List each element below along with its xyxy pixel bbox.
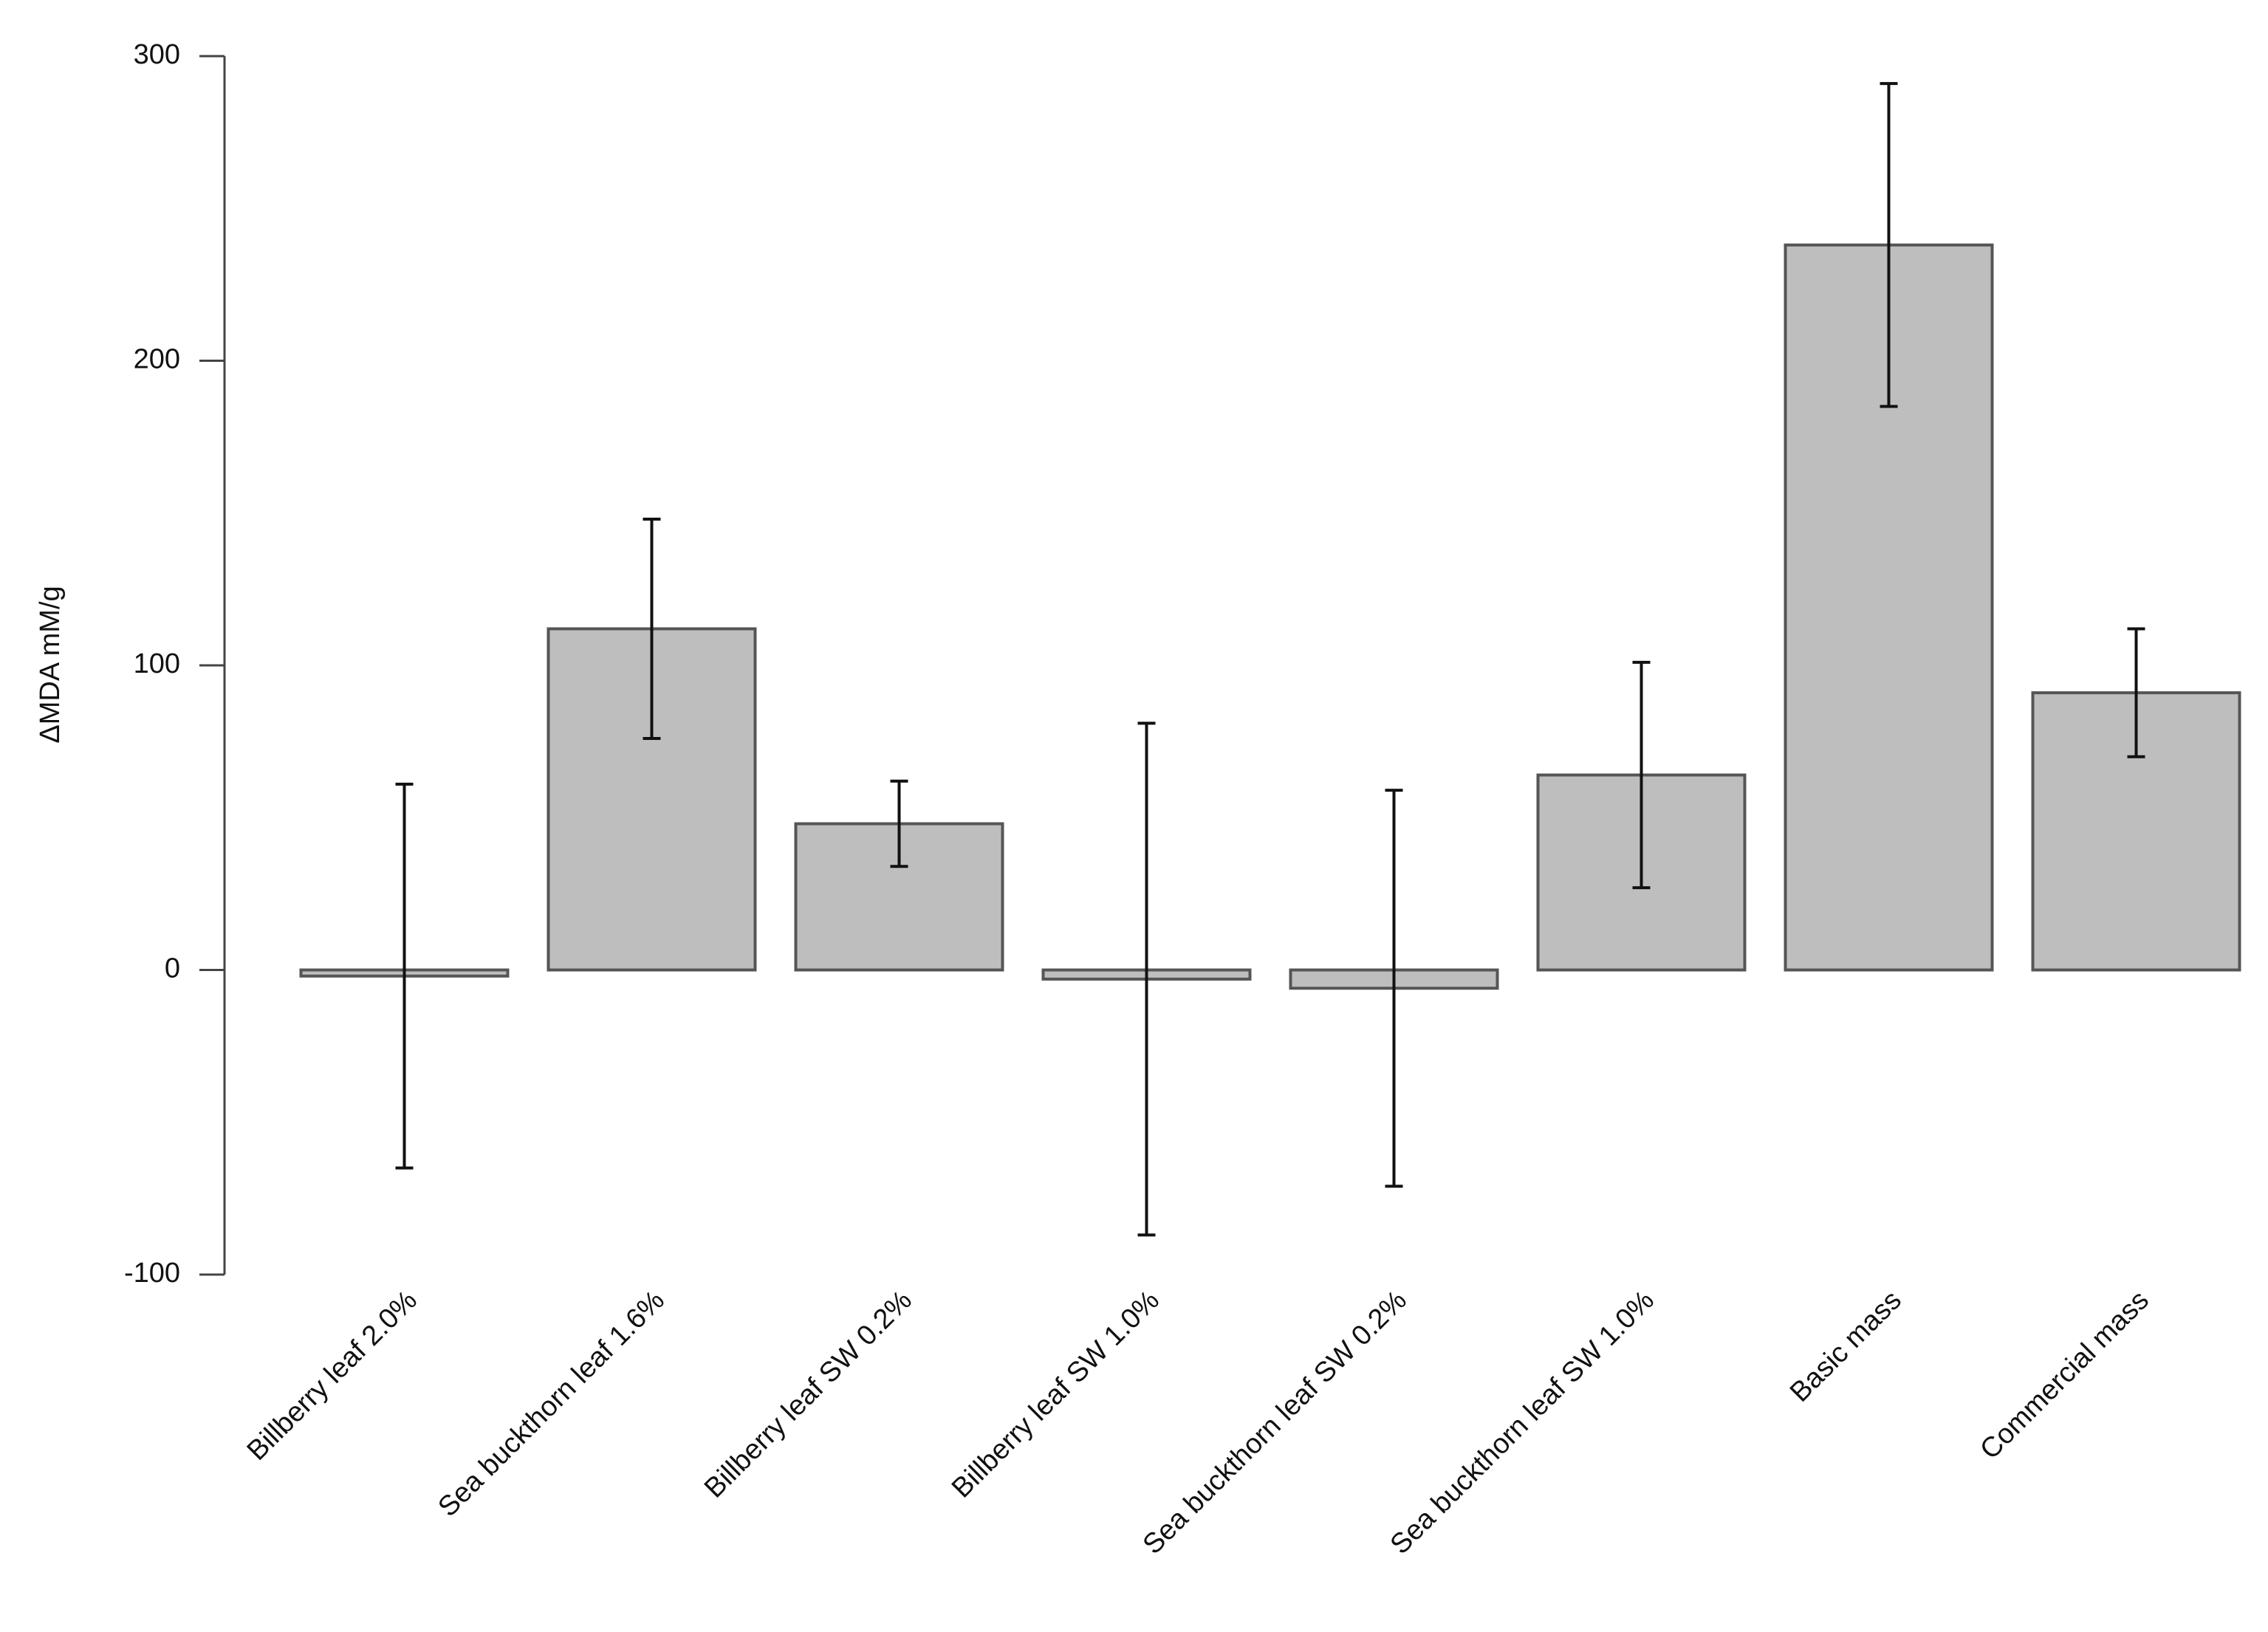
y-axis-label: ΔMDA mM/g	[35, 586, 66, 743]
x-tick-label: Sea buckthorn leaf 1.6%	[432, 1285, 670, 1523]
x-tick-label: Billberry leaf SW 0.2%	[699, 1285, 918, 1504]
error-bar	[1880, 82, 1898, 408]
x-tick-label: Billberry leaf 2.0%	[241, 1285, 423, 1467]
x-tick-label: Commercial mass	[1974, 1285, 2155, 1466]
y-tick-label: -100	[124, 1258, 180, 1289]
y-tick-label: 300	[134, 39, 180, 70]
error-bar	[1632, 660, 1651, 890]
y-tick-label: 100	[134, 648, 180, 679]
error-bar	[890, 779, 908, 868]
x-tick-label: Sea buckthorn leaf SW 1.0%	[1385, 1285, 1660, 1560]
x-tick-label: Basic mass	[1784, 1285, 1908, 1408]
y-tick-label: 200	[134, 344, 180, 375]
error-bar	[1385, 789, 1403, 1188]
x-tick-label: Billberry leaf SW 1.0%	[946, 1285, 1165, 1504]
error-bar	[395, 782, 414, 1170]
error-bar	[1137, 721, 1156, 1237]
y-tick-label: 0	[165, 953, 180, 984]
error-bar	[643, 518, 661, 740]
error-bar	[2127, 627, 2145, 758]
x-tick-label: Sea buckthorn leaf SW 0.2%	[1137, 1285, 1413, 1560]
